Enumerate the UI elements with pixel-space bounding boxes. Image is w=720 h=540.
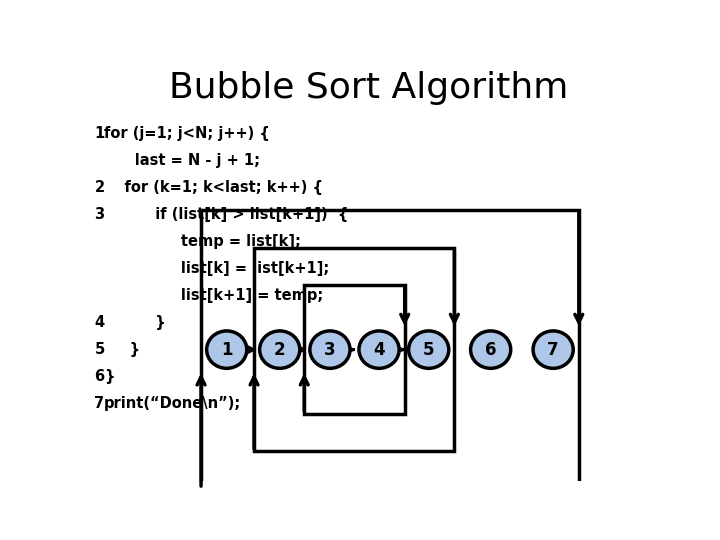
- Text: 7: 7: [547, 341, 559, 359]
- Text: 3: 3: [94, 207, 104, 222]
- Ellipse shape: [533, 331, 573, 368]
- Ellipse shape: [359, 331, 399, 368]
- Ellipse shape: [409, 331, 449, 368]
- Text: for (k=1; k<last; k++) {: for (k=1; k<last; k++) {: [104, 180, 323, 195]
- Text: 2: 2: [94, 180, 104, 195]
- Text: 5: 5: [423, 341, 434, 359]
- Text: last = N - j + 1;: last = N - j + 1;: [104, 153, 260, 168]
- Text: list[k] = list[k+1];: list[k] = list[k+1];: [104, 261, 329, 276]
- Text: 2: 2: [274, 341, 286, 359]
- Text: 7: 7: [94, 396, 104, 411]
- Text: 6: 6: [485, 341, 496, 359]
- Bar: [305, 285, 405, 414]
- Ellipse shape: [310, 331, 350, 368]
- Text: 5: 5: [94, 342, 104, 357]
- Text: }: }: [104, 342, 140, 357]
- Text: }: }: [104, 315, 166, 330]
- Ellipse shape: [260, 331, 300, 368]
- Text: 1: 1: [94, 126, 104, 141]
- Text: }: }: [104, 369, 114, 384]
- Bar: [201, 210, 579, 489]
- Text: temp = list[k];: temp = list[k];: [104, 234, 301, 249]
- Text: print(“Done\n”);: print(“Done\n”);: [104, 396, 241, 411]
- Text: for (j=1; j<N; j++) {: for (j=1; j<N; j++) {: [104, 126, 270, 141]
- Text: 1: 1: [221, 341, 233, 359]
- Text: 4: 4: [373, 341, 385, 359]
- Bar: [254, 248, 454, 451]
- Ellipse shape: [207, 331, 247, 368]
- Text: list[k+1] = temp;: list[k+1] = temp;: [104, 288, 323, 303]
- Text: 6: 6: [94, 369, 104, 384]
- Text: 3: 3: [324, 341, 336, 359]
- Ellipse shape: [471, 331, 510, 368]
- Text: Bubble Sort Algorithm: Bubble Sort Algorithm: [169, 71, 569, 105]
- Text: 4: 4: [94, 315, 104, 330]
- Text: if (list[k] > list[k+1])  {: if (list[k] > list[k+1]) {: [104, 207, 348, 222]
